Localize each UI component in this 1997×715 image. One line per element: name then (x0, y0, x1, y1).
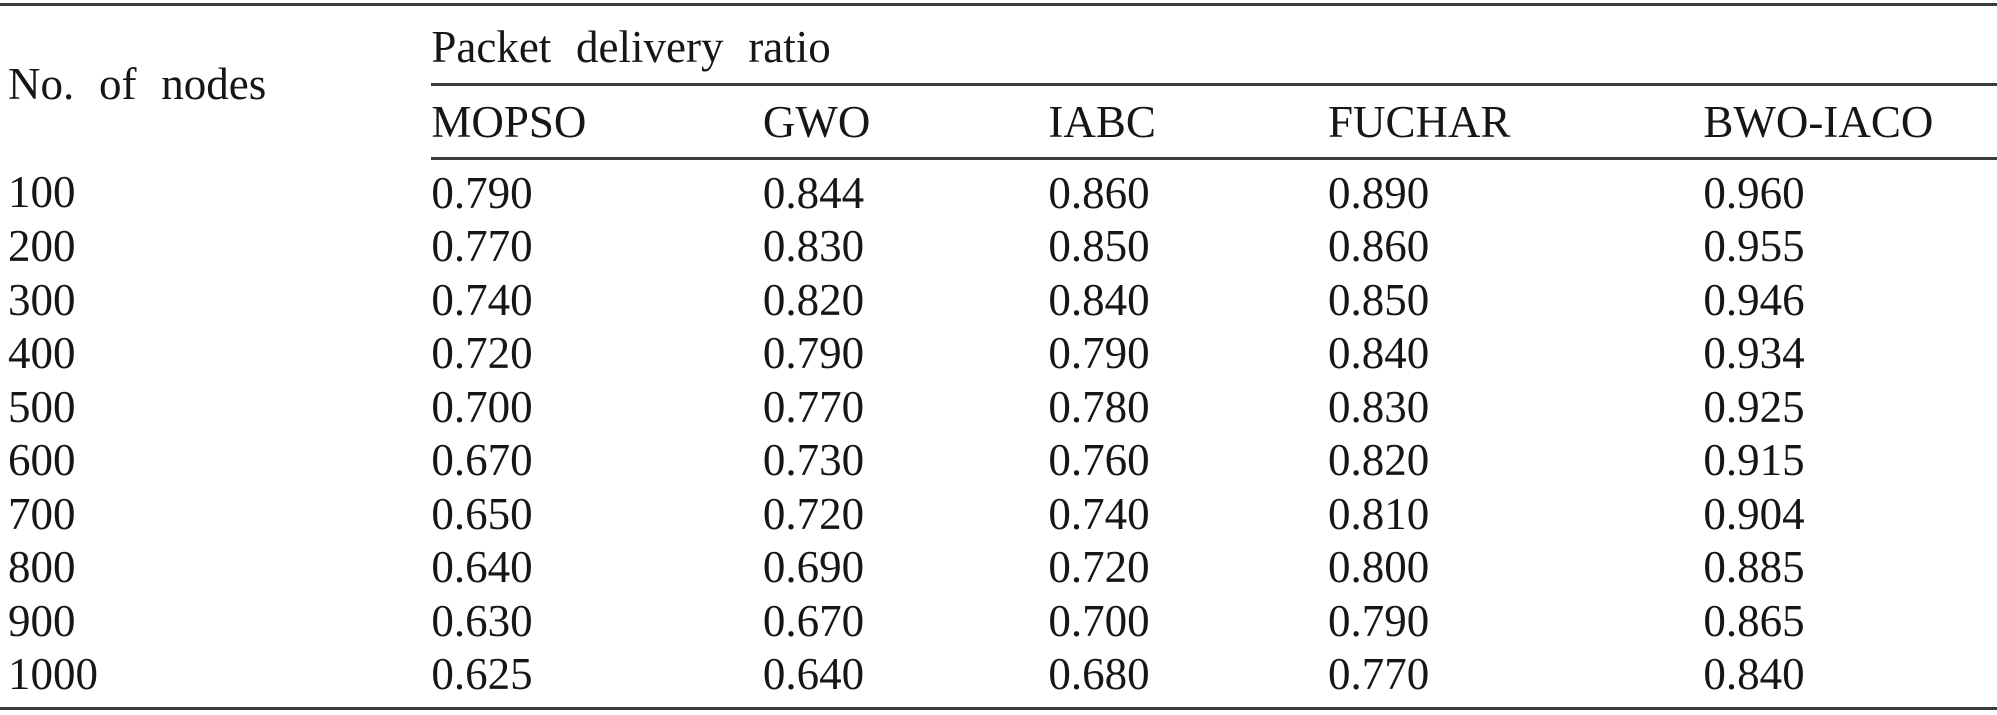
value-cell-mopso: 0.720 (431, 328, 533, 379)
nodes-cell: 200 (8, 221, 76, 272)
table-row: 400 0.720 0.790 0.790 0.840 0.934 (0, 327, 1997, 381)
table-row: 200 0.770 0.830 0.850 0.860 0.955 (0, 220, 1997, 274)
value-cell-iabc: 0.780 (1048, 381, 1150, 432)
value-cell-gwo: 0.820 (762, 274, 865, 325)
value-cell-mopso: 0.640 (431, 542, 533, 593)
table-row: 900 0.630 0.670 0.700 0.790 0.865 (0, 594, 1997, 648)
value-cell-gwo: 0.830 (762, 221, 865, 272)
table-row: 100 0.790 0.844 0.860 0.890 0.960 (0, 159, 1997, 220)
column-header-nodes: No. of nodes (8, 59, 267, 110)
value-cell-mopso: 0.770 (431, 221, 533, 272)
value-cell-iabc: 0.740 (1048, 488, 1150, 539)
value-cell-fuchar: 0.890 (1327, 167, 1430, 218)
value-cell-gwo: 0.720 (762, 488, 865, 539)
value-cell-gwo: 0.640 (762, 647, 1049, 710)
value-cell-gwo: 0.844 (762, 167, 865, 218)
value-cell-fuchar: 0.770 (1327, 647, 1704, 710)
value-cell-fuchar: 0.830 (1327, 381, 1430, 432)
value-cell-fuchar: 0.840 (1327, 328, 1430, 379)
packet-delivery-ratio-table: No. of nodes Packet delivery ratio MOPSO… (0, 3, 1997, 710)
value-cell-fuchar: 0.790 (1327, 595, 1430, 646)
value-cell-fuchar: 0.860 (1327, 221, 1430, 272)
value-cell-gwo: 0.790 (762, 328, 865, 379)
table-row: 300 0.740 0.820 0.840 0.850 0.946 (0, 273, 1997, 327)
table-row: 1000 0.625 0.640 0.680 0.770 0.840 (0, 647, 1997, 710)
value-cell-bwo-iaco: 0.946 (1703, 274, 1805, 325)
nodes-cell: 300 (8, 274, 76, 325)
value-cell-bwo-iaco: 0.960 (1703, 167, 1805, 218)
nodes-cell: 1000 (0, 647, 432, 710)
column-header-mopso: MOPSO (431, 84, 763, 160)
value-cell-fuchar: 0.800 (1327, 542, 1430, 593)
value-cell-iabc: 0.760 (1048, 435, 1150, 486)
nodes-cell: 900 (8, 595, 76, 646)
value-cell-iabc: 0.840 (1048, 274, 1150, 325)
value-cell-fuchar: 0.810 (1327, 488, 1430, 539)
nodes-cell: 700 (8, 488, 76, 539)
column-header-iabc: IABC (1048, 84, 1328, 160)
value-cell-bwo-iaco: 0.885 (1703, 542, 1805, 593)
value-cell-iabc: 0.790 (1048, 328, 1150, 379)
value-cell-mopso: 0.740 (431, 274, 533, 325)
table-body: 100 0.790 0.844 0.860 0.890 0.960 200 0.… (0, 159, 1997, 710)
value-cell-bwo-iaco: 0.865 (1703, 595, 1805, 646)
nodes-cell: 100 (8, 167, 76, 217)
value-cell-bwo-iaco: 0.925 (1703, 381, 1805, 432)
table-row: 600 0.670 0.730 0.760 0.820 0.915 (0, 434, 1997, 488)
value-cell-fuchar: 0.820 (1327, 435, 1430, 486)
nodes-cell: 800 (8, 542, 76, 593)
value-cell-iabc: 0.700 (1048, 595, 1150, 646)
value-cell-mopso: 0.670 (431, 435, 533, 486)
value-cell-gwo: 0.770 (762, 381, 865, 432)
value-cell-iabc: 0.680 (1048, 647, 1328, 710)
column-header-fuchar: FUCHAR (1327, 84, 1704, 160)
value-cell-gwo: 0.670 (762, 595, 865, 646)
value-cell-mopso: 0.625 (431, 647, 763, 710)
spanner-header-row: No. of nodes Packet delivery ratio (0, 4, 1997, 109)
algorithm-header-row: MOPSO GWO IABC FUCHAR BWO-IACO (0, 84, 1997, 160)
value-cell-mopso: 0.630 (431, 595, 533, 646)
table-row: 700 0.650 0.720 0.740 0.810 0.904 (0, 487, 1997, 541)
value-cell-gwo: 0.730 (762, 435, 865, 486)
value-cell-gwo: 0.690 (762, 542, 865, 593)
value-cell-fuchar: 0.850 (1327, 274, 1430, 325)
nodes-cell: 600 (8, 435, 76, 486)
value-cell-mopso: 0.700 (431, 381, 533, 432)
table-row: 800 0.640 0.690 0.720 0.800 0.885 (0, 541, 1997, 595)
spanner-header-packet-delivery-ratio: Packet delivery ratio (431, 4, 1997, 86)
value-cell-iabc: 0.860 (1048, 167, 1150, 218)
value-cell-bwo-iaco: 0.955 (1703, 221, 1805, 272)
nodes-cell: 400 (8, 328, 76, 379)
column-header-bwo-iaco: BWO-IACO (1703, 84, 1997, 160)
value-cell-bwo-iaco: 0.904 (1703, 488, 1805, 539)
column-header-gwo: GWO (762, 84, 1049, 160)
value-cell-iabc: 0.720 (1048, 542, 1150, 593)
value-cell-mopso: 0.650 (431, 488, 533, 539)
nodes-cell: 500 (8, 381, 76, 432)
table-row: 500 0.700 0.770 0.780 0.830 0.925 (0, 380, 1997, 434)
table-header: No. of nodes Packet delivery ratio MOPSO… (0, 4, 1997, 160)
value-cell-bwo-iaco: 0.915 (1703, 435, 1805, 486)
value-cell-bwo-iaco: 0.840 (1703, 647, 1997, 710)
value-cell-mopso: 0.790 (431, 167, 533, 218)
value-cell-bwo-iaco: 0.934 (1703, 328, 1805, 379)
value-cell-iabc: 0.850 (1048, 221, 1150, 272)
